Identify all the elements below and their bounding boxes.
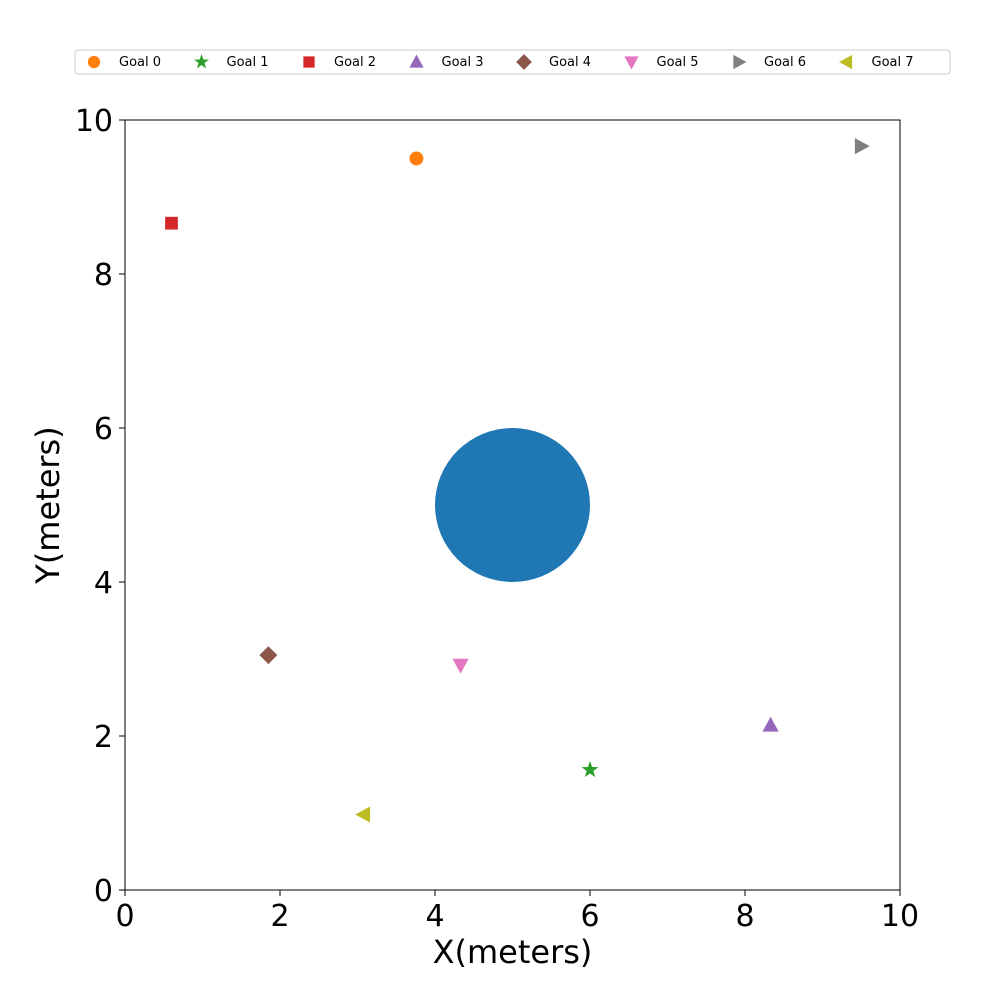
y-tick-label: 2 bbox=[94, 720, 113, 755]
legend-goal-1-label: Goal 1 bbox=[227, 55, 269, 70]
plot-area bbox=[124, 119, 901, 891]
x-tick-label: 10 bbox=[881, 899, 919, 934]
x-tick-label: 4 bbox=[425, 899, 444, 934]
y-axis: 0 2 4 6 8 10 bbox=[75, 104, 125, 909]
legend-goal-5-label: Goal 5 bbox=[657, 55, 699, 70]
legend-goal-4-label: Goal 4 bbox=[549, 55, 591, 70]
y-tick-label: 6 bbox=[94, 412, 113, 447]
y-tick-label: 4 bbox=[94, 566, 113, 601]
obstacle-circle bbox=[435, 428, 590, 582]
goal-2-marker bbox=[165, 216, 178, 230]
legend-goal-5-marker bbox=[624, 56, 639, 70]
x-tick-label: 8 bbox=[735, 899, 754, 934]
legend-goal-2-marker bbox=[303, 56, 315, 68]
legend-goal-1-marker bbox=[194, 54, 209, 69]
x-tick-label: 0 bbox=[115, 899, 134, 934]
legend: Goal 0 Goal 1 Goal 2 Goal 3 Goal 4 Goal 5 Goal… bbox=[74, 49, 951, 75]
legend-goal-4-marker bbox=[516, 54, 532, 70]
legend-goal-2-label: Goal 2 bbox=[334, 55, 376, 70]
y-tick-label: 10 bbox=[75, 104, 113, 139]
goal-0-marker bbox=[409, 151, 424, 166]
legend-goal-3-label: Goal 3 bbox=[442, 55, 484, 70]
legend-box bbox=[74, 49, 951, 75]
y-axis-title: Y(meters) bbox=[29, 426, 67, 584]
x-axis: 0 2 4 6 8 10 bbox=[115, 890, 919, 934]
goal-7-marker bbox=[355, 806, 371, 823]
axes-frame bbox=[124, 119, 901, 891]
y-tick-label: 0 bbox=[94, 874, 113, 909]
y-tick-label: 8 bbox=[94, 258, 113, 293]
legend-goal-6-label: Goal 6 bbox=[764, 55, 806, 70]
goal-6-marker bbox=[854, 138, 870, 155]
x-tick-label: 2 bbox=[270, 899, 289, 934]
legend-goal-0-marker bbox=[87, 55, 101, 69]
goal-4-marker bbox=[259, 646, 278, 665]
legend-goal-3-marker bbox=[409, 54, 424, 68]
goal-5-marker bbox=[452, 658, 469, 674]
legend-goal-7-marker bbox=[839, 54, 853, 70]
legend-goal-0-label: Goal 0 bbox=[119, 55, 161, 70]
goal-1-marker bbox=[581, 760, 599, 778]
legend-goal-6-marker bbox=[733, 54, 747, 70]
x-tick-label: 6 bbox=[580, 899, 599, 934]
goal-3-marker bbox=[762, 716, 779, 732]
x-axis-title: X(meters) bbox=[433, 933, 593, 971]
legend-goal-7-label: Goal 7 bbox=[872, 55, 914, 70]
